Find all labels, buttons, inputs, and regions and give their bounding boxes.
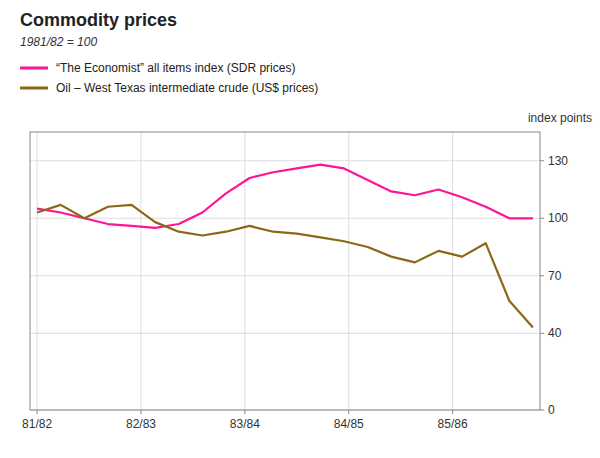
chart: Commodity prices 1981/82 = 100 “The Econom… <box>0 0 600 458</box>
legend: “The Economist” all items index (SDR pri… <box>20 61 318 95</box>
y-axis-label: index points <box>528 111 592 125</box>
grid-line-y <box>30 218 540 219</box>
data <box>37 165 533 328</box>
grid-line-y <box>30 160 540 161</box>
grid <box>30 132 540 410</box>
y-tick-label: 100 <box>548 211 568 225</box>
x-tick-label: 85/86 <box>438 417 468 431</box>
x-tick-label: 84/85 <box>334 417 364 431</box>
legend-label: “The Economist” all items index (SDR pri… <box>56 61 295 75</box>
subtitle: 1981/82 = 100 <box>20 35 97 49</box>
y-tick-label: 70 <box>548 269 562 283</box>
y-tick <box>540 275 544 276</box>
grid-line-x <box>452 132 453 410</box>
legend-label: Oil – West Texas intermediate crude (US$… <box>56 81 318 95</box>
x-tick <box>244 410 245 414</box>
y-tick <box>540 218 544 219</box>
y-tick-label: 130 <box>548 154 568 168</box>
legend-swatch <box>20 67 48 70</box>
y-tick <box>540 410 544 411</box>
x-tick <box>140 410 141 414</box>
axes: 0 40 70 100 130 81/82 82/83 83/84 84/85 85/86 <box>22 132 568 431</box>
title: Commodity prices <box>20 10 177 30</box>
x-tick-label: 83/84 <box>230 417 260 431</box>
x-tick <box>452 410 453 414</box>
grid-line-x <box>244 132 245 410</box>
x-tick <box>348 410 349 414</box>
x-tick <box>37 410 38 414</box>
grid-line-y <box>30 333 540 334</box>
y-tick-label: 40 <box>548 326 562 340</box>
grid-line-x <box>37 132 38 410</box>
y-tick-label: 0 <box>548 403 555 417</box>
legend-swatch <box>20 87 48 90</box>
plot-frame <box>30 132 540 410</box>
grid-line-y <box>30 275 540 276</box>
series-line <box>37 165 533 228</box>
grid-line-x <box>140 132 141 410</box>
x-tick-label: 82/83 <box>126 417 156 431</box>
grid-line-x <box>348 132 349 410</box>
y-tick <box>540 160 544 161</box>
y-tick <box>540 333 544 334</box>
x-tick-label: 81/82 <box>22 417 52 431</box>
series-line <box>37 205 533 328</box>
